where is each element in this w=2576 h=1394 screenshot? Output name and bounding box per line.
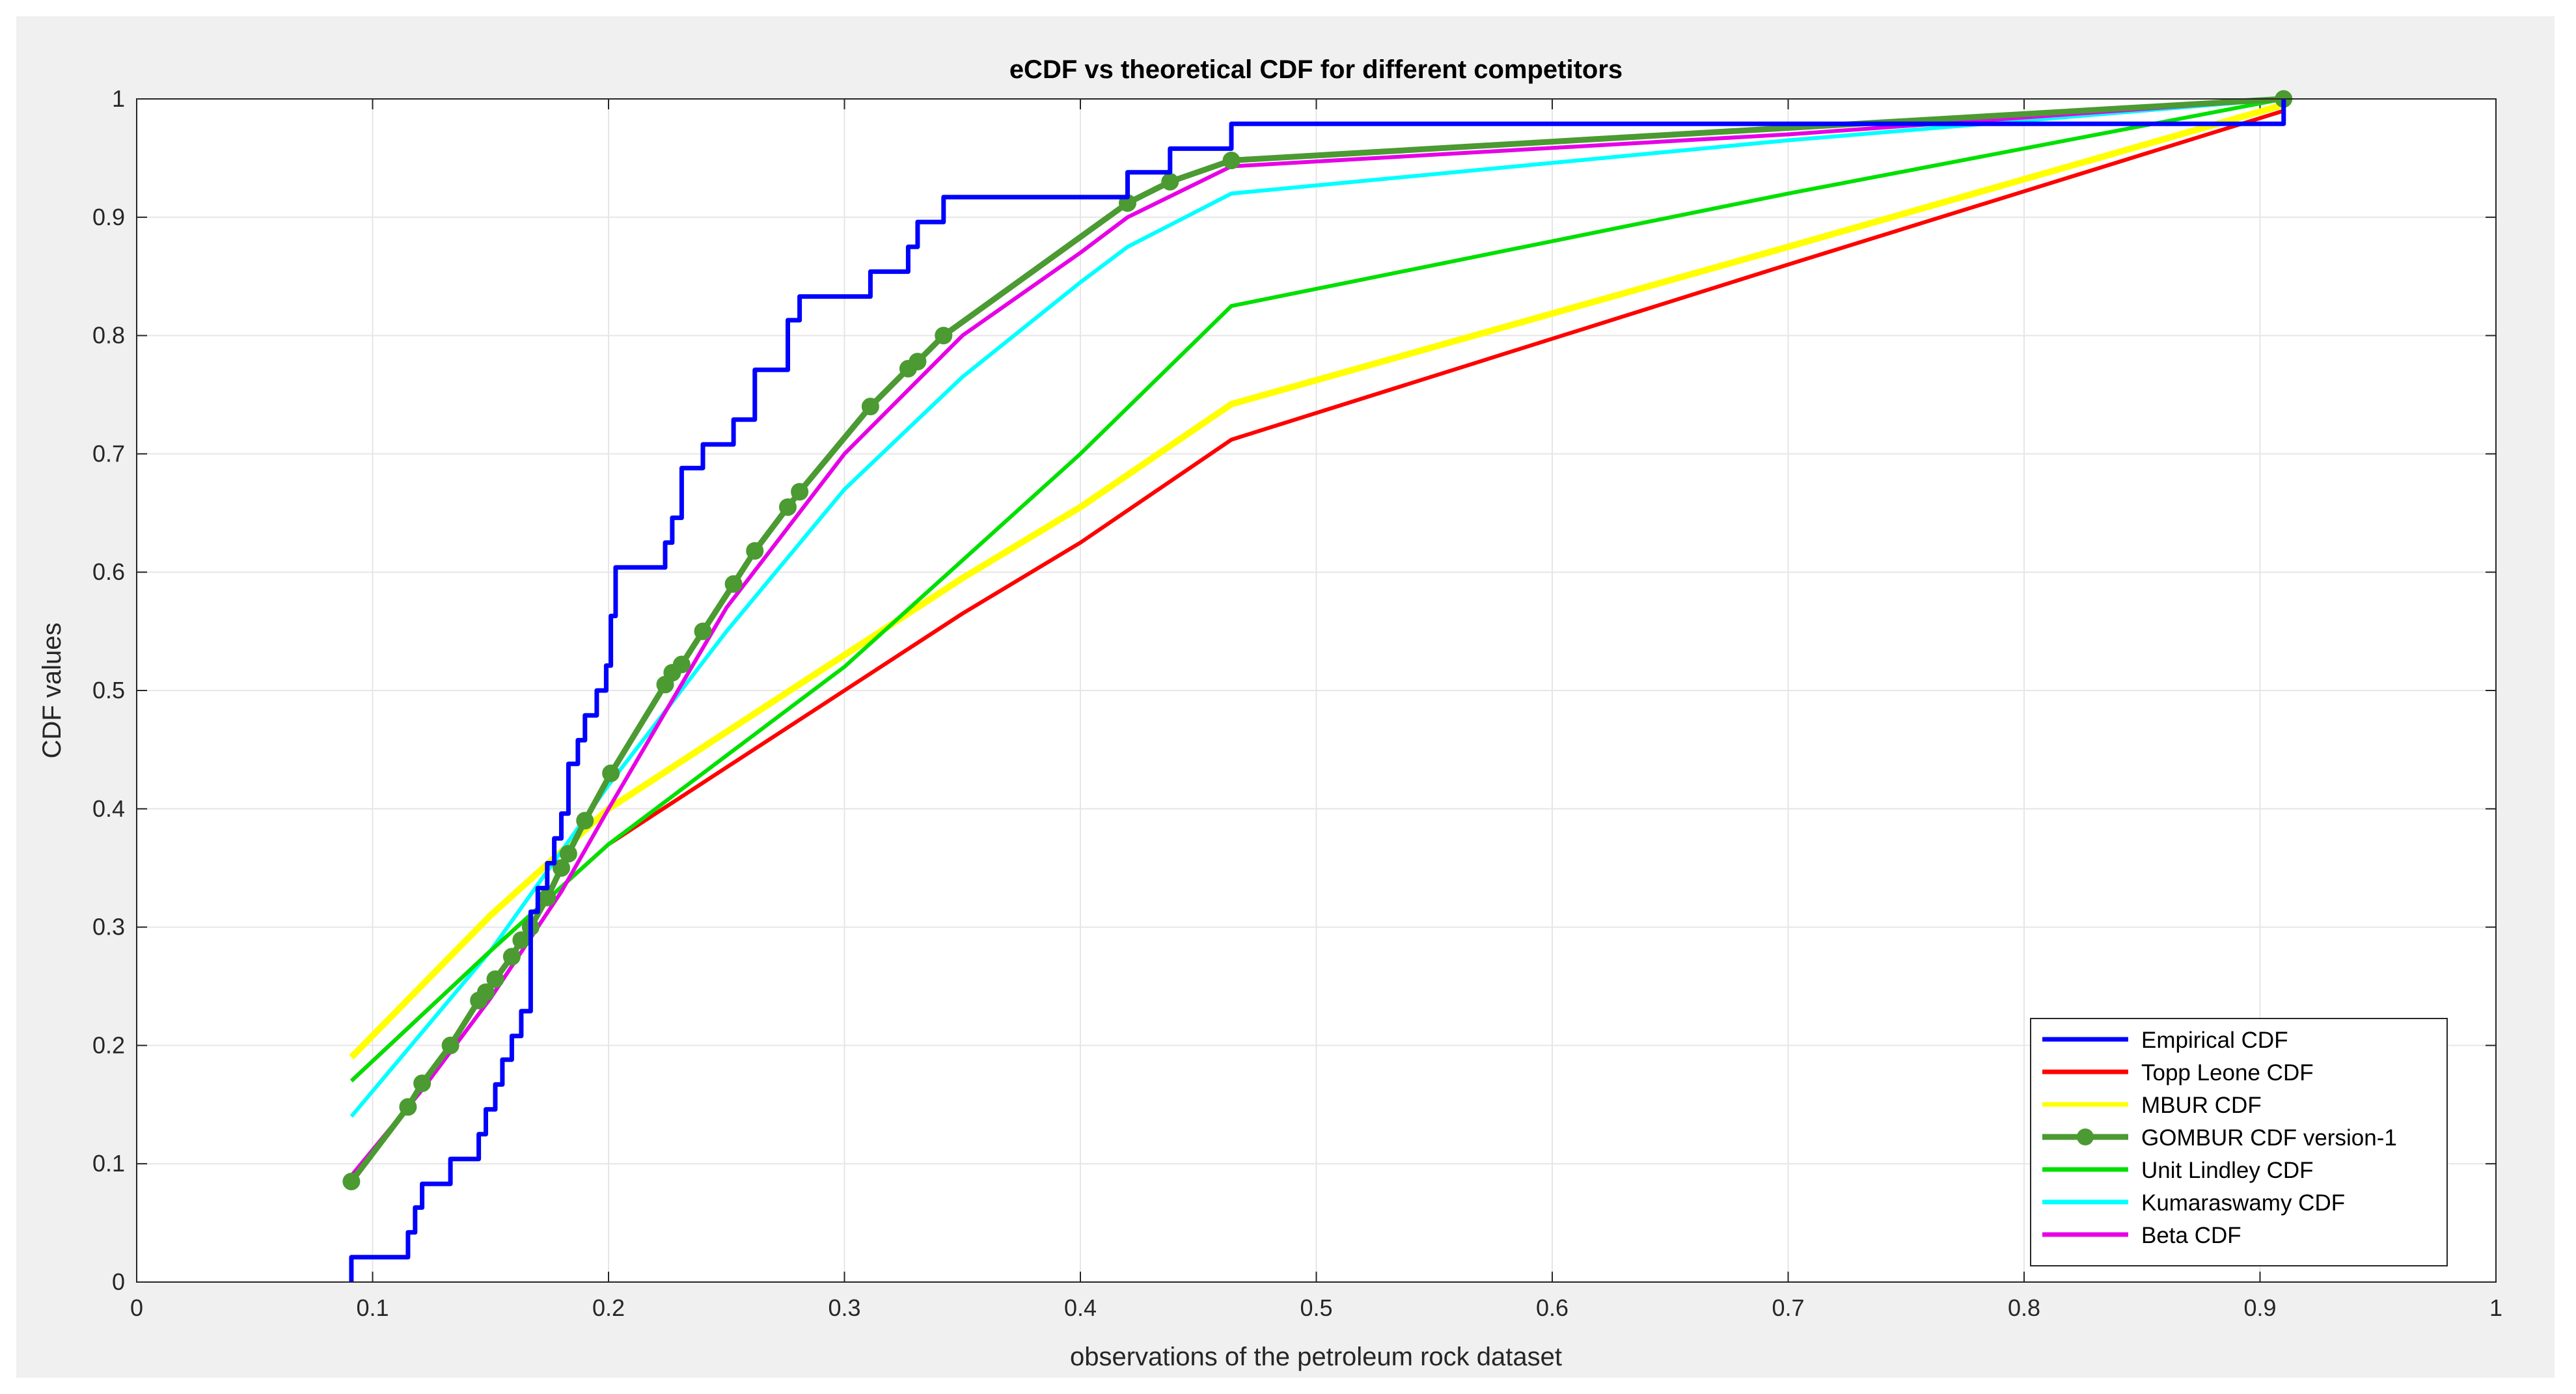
marker-gombur-cdf-version-1: [694, 622, 712, 640]
x-tick-label: 0.8: [2008, 1294, 2040, 1321]
legend-label-topp-leone-cdf: Topp Leone CDF: [2141, 1060, 2314, 1086]
y-tick-label: 0.5: [92, 677, 125, 704]
x-tick-label: 0.4: [1064, 1294, 1097, 1321]
x-tick-label: 0: [130, 1294, 143, 1321]
y-tick-label: 0.8: [92, 322, 125, 349]
x-tick-label: 0.9: [2243, 1294, 2276, 1321]
y-tick-label: 0.4: [92, 795, 125, 822]
marker-gombur-cdf-version-1: [538, 888, 556, 907]
marker-gombur-cdf-version-1: [672, 655, 691, 674]
plot-frame: [136, 98, 2497, 1283]
marker-gombur-cdf-version-1: [342, 1172, 361, 1190]
y-tick-label: 0.6: [92, 558, 125, 585]
y-tick-label: 0: [112, 1268, 125, 1295]
legend-label-beta-cdf: Beta CDF: [2141, 1223, 2241, 1248]
legend-label-mbur-cdf: MBUR CDF: [2141, 1093, 2262, 1118]
x-tick-label: 0.2: [592, 1294, 625, 1321]
marker-gombur-cdf-version-1: [413, 1074, 432, 1093]
x-tick-label: 0.7: [1772, 1294, 1804, 1321]
marker-gombur-cdf-version-1: [779, 498, 797, 516]
marker-gombur-cdf-version-1: [477, 983, 495, 1002]
legend-label-empirical-cdf: Empirical CDF: [2141, 1028, 2288, 1053]
marker-gombur-cdf-version-1: [861, 398, 879, 416]
marker-gombur-cdf-version-1: [724, 575, 743, 593]
y-tick-label: 1: [112, 85, 125, 112]
marker-gombur-cdf-version-1: [935, 327, 953, 345]
marker-gombur-cdf-version-1: [1161, 172, 1179, 191]
series-line-kumaraswamy-cdf: [349, 97, 2284, 1118]
marker-gombur-cdf-version-1: [1222, 152, 1240, 170]
y-tick-label: 0.7: [92, 440, 125, 467]
series-layer: [342, 90, 2293, 1282]
marker-gombur-cdf-version-1: [502, 948, 521, 966]
marker-gombur-cdf-version-1: [602, 764, 620, 782]
x-tick-label: 0.3: [828, 1294, 860, 1321]
legend-label-unit-lindley-cdf: Unit Lindley CDF: [2141, 1158, 2314, 1183]
y-tick-label: 0.2: [92, 1032, 125, 1058]
marker-gombur-cdf-version-1: [909, 353, 927, 371]
x-tick-label: 0.1: [356, 1294, 389, 1321]
chart: 0 0.1 0.2 0.3 0.4 0.5 0.6 0.7 0.8 0.9 1 0 0.1 0.2 0.3 0…: [38, 55, 2502, 1371]
marker-gombur-cdf-version-1: [791, 483, 809, 501]
y-tick-label: 0.1: [92, 1150, 125, 1177]
legend-label-kumaraswamy-cdf: Kumaraswamy CDF: [2141, 1190, 2345, 1216]
marker-gombur-cdf-version-1: [559, 845, 577, 863]
marker-gombur-cdf-version-1: [441, 1036, 459, 1054]
legend[interactable]: Empirical CDF Topp Leone CDF MBUR CDF GOMBU…: [2030, 1018, 2448, 1266]
figure-window: 0 0.1 0.2 0.3 0.4 0.5 0.6 0.7 0.8 0.9 1 0 0.1 0.2 0.3 0…: [16, 16, 2555, 1378]
y-tick-label: 0.9: [92, 204, 125, 230]
y-tick-label: 0.3: [92, 914, 125, 940]
marker-gombur-cdf-version-1: [399, 1098, 417, 1116]
legend-label-gombur-cdf-version-1: GOMBUR CDF version-1: [2141, 1125, 2397, 1151]
x-axis-label: observations of the petroleum rock datas…: [1070, 1343, 1562, 1371]
chart-title: eCDF vs theoretical CDF for different co…: [1009, 55, 1623, 84]
legend-box: [2030, 1018, 2448, 1266]
series-line-empirical-cdf: [349, 99, 2286, 1282]
series-line-mbur-cdf: [349, 102, 2285, 1060]
legend-marker-gombur-cdf-version-1: [2077, 1128, 2094, 1145]
marker-gombur-cdf-version-1: [553, 859, 570, 877]
marker-gombur-cdf-version-1: [746, 541, 764, 560]
marker-gombur-cdf-version-1: [486, 970, 504, 989]
marker-gombur-cdf-version-1: [576, 812, 594, 830]
x-tick-label: 1: [2489, 1294, 2502, 1321]
x-tick-label: 0.5: [1300, 1294, 1332, 1321]
y-axis-label: CDF values: [38, 623, 66, 759]
x-tick-label: 0.6: [1536, 1294, 1569, 1321]
